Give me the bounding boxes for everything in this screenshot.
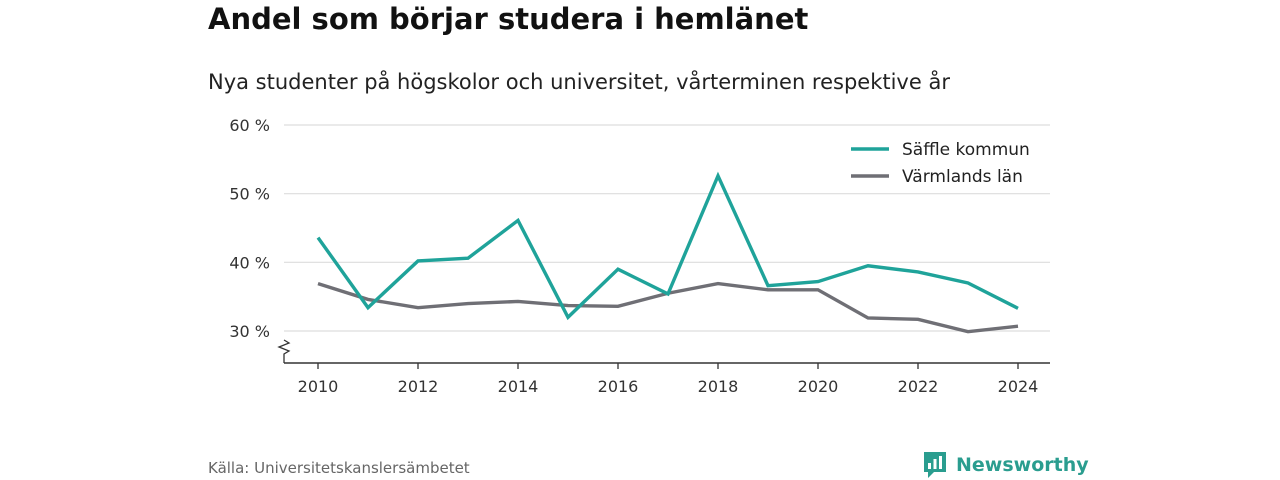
series-line-saffle-kommun [316, 171, 1019, 321]
x-tick-label: 2012 [398, 377, 439, 396]
x-tick-label: 2022 [898, 377, 939, 396]
y-tick-label: 60 % [229, 116, 270, 135]
x-tick-label: 2018 [698, 377, 739, 396]
x-tick-label: 2010 [298, 377, 339, 396]
chart-subtitle: Nya studenter på högskolor och universit… [208, 70, 950, 94]
chart-title: Andel som börjar studera i hemlänet [208, 2, 809, 36]
y-tick-label: 40 % [229, 253, 270, 272]
x-tick-label: 2020 [798, 377, 839, 396]
legend: Säffle kommun Värmlands län [846, 133, 1046, 193]
brand-name: Newsworthy [956, 454, 1089, 476]
x-tick-label: 2024 [998, 377, 1039, 396]
legend-background [846, 133, 1046, 193]
x-tick-label: 2016 [598, 377, 639, 396]
y-tick-label: 30 % [229, 322, 270, 341]
series-lines [316, 171, 1019, 334]
legend-label: Värmlands län [902, 167, 1023, 187]
line-chart: 30 % 40 % 50 % 60 % 2010 2012 2014 2016 2018 202… [229, 116, 1050, 396]
legend-label: Säffle kommun [902, 140, 1030, 160]
y-axis-ticks: 30 % 40 % 50 % 60 % [229, 116, 270, 341]
y-tick-label: 50 % [229, 185, 270, 204]
newsworthy-logo[interactable]: Newsworthy [922, 450, 1089, 480]
x-axis-ticks: 2010 2012 2014 2016 2018 2020 2022 2024 [298, 363, 1039, 396]
gridlines [284, 124, 1050, 332]
source-note: Källa: Universitetskanslersämbetet [208, 459, 470, 477]
newsworthy-icon [924, 452, 946, 478]
x-tick-label: 2014 [498, 377, 539, 396]
x-axis [277, 339, 1050, 364]
axis-break-mark [277, 339, 291, 363]
